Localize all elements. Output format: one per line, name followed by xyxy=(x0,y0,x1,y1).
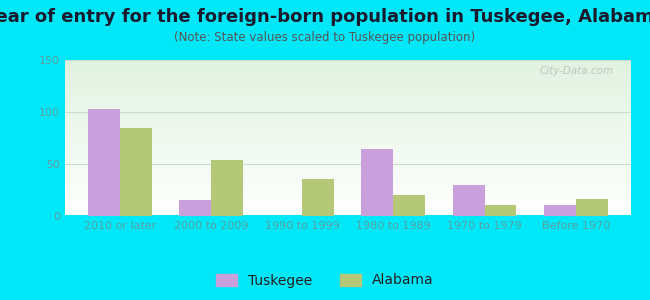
Bar xyxy=(393,195,425,216)
Bar xyxy=(576,200,608,216)
Bar xyxy=(361,149,393,216)
Bar xyxy=(452,185,484,216)
Bar xyxy=(88,109,120,216)
Legend: Tuskegee, Alabama: Tuskegee, Alabama xyxy=(211,268,439,293)
Bar xyxy=(120,128,151,216)
Text: City-Data.com: City-Data.com xyxy=(540,66,614,76)
Bar xyxy=(302,178,334,216)
Bar xyxy=(544,205,576,216)
Bar xyxy=(179,200,211,216)
Text: (Note: State values scaled to Tuskegee population): (Note: State values scaled to Tuskegee p… xyxy=(174,32,476,44)
Bar xyxy=(484,205,517,216)
Text: Year of entry for the foreign-born population in Tuskegee, Alabama: Year of entry for the foreign-born popul… xyxy=(0,8,650,26)
Bar xyxy=(211,160,243,216)
